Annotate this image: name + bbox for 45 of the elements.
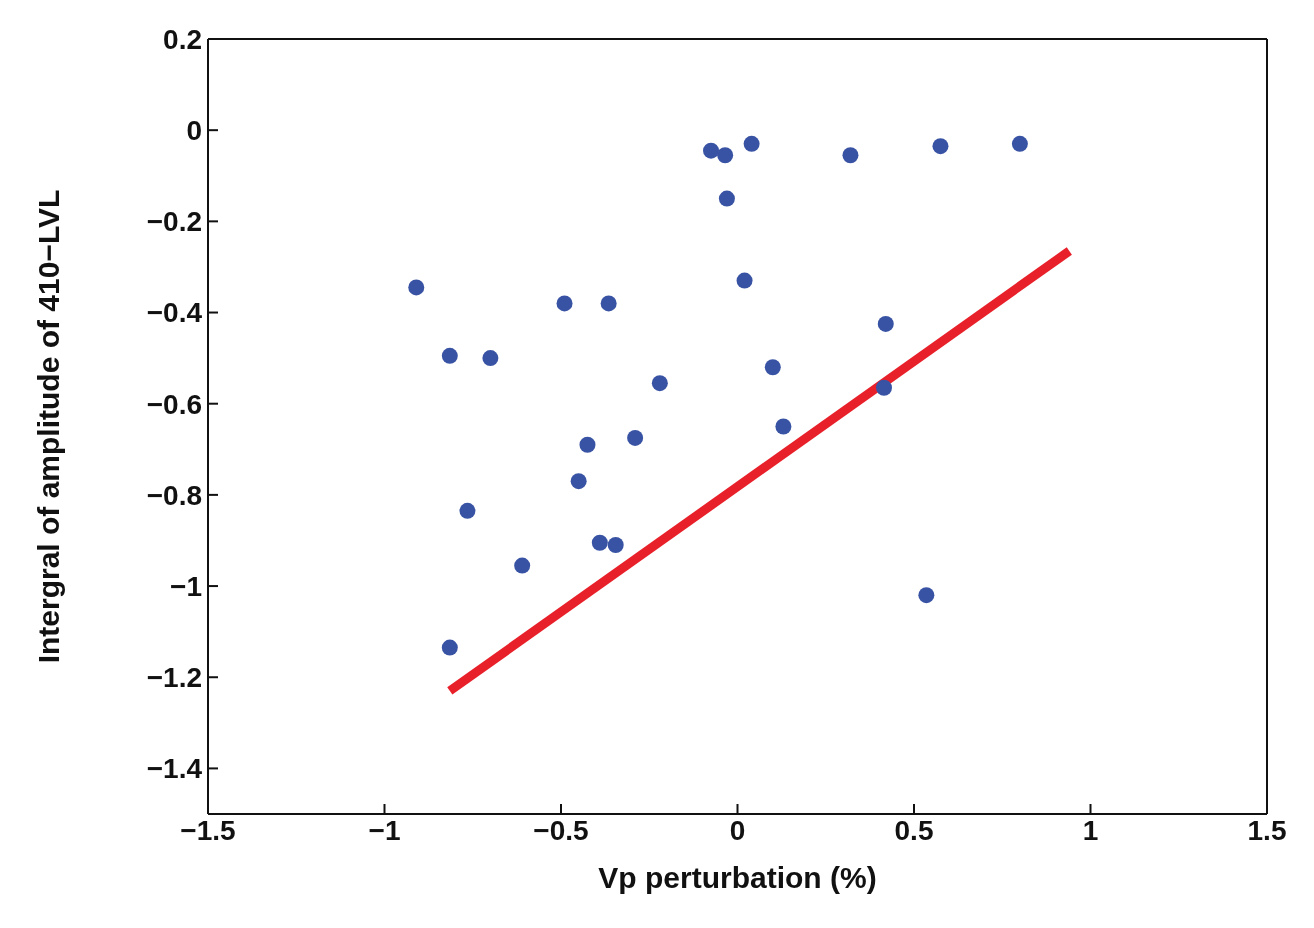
- point: [1011, 135, 1028, 152]
- point: [441, 639, 458, 656]
- point: [514, 557, 531, 574]
- x-tick-label: 1: [1082, 814, 1099, 846]
- point: [556, 295, 573, 312]
- x-tick-label: 1.5: [1247, 814, 1287, 846]
- point: [441, 347, 458, 364]
- point: [736, 272, 753, 289]
- point: [877, 315, 894, 332]
- point: [743, 135, 760, 152]
- point: [918, 587, 935, 604]
- x-tick-label: −1.5: [180, 814, 236, 846]
- y-tick-label: 0.2: [163, 23, 202, 55]
- y-tick-label: −1: [170, 571, 202, 602]
- y-axis-title: Intergral of amplitude of 410−LVL: [31, 189, 65, 664]
- y-tick-label: −0.6: [146, 388, 202, 420]
- y-tick-label: −1.2: [146, 662, 202, 694]
- point: [459, 502, 476, 519]
- point: [607, 537, 624, 554]
- y-tick-label: −0.4: [146, 297, 203, 329]
- point: [627, 429, 644, 446]
- point: [718, 190, 735, 207]
- point: [591, 534, 608, 551]
- point: [651, 375, 668, 392]
- point: [775, 418, 792, 435]
- point: [579, 436, 596, 453]
- y-tick-label: −1.4: [146, 753, 203, 785]
- x-tick-label: 0.5: [894, 814, 934, 846]
- point: [764, 359, 781, 376]
- point: [842, 147, 859, 164]
- point: [408, 279, 425, 296]
- point: [703, 142, 720, 159]
- y-tick-label: −0.8: [146, 479, 202, 511]
- point: [570, 473, 587, 490]
- y-tick-label: −0.2: [146, 206, 202, 238]
- x-tick-label: 0: [729, 814, 746, 846]
- x-tick-label: −1: [368, 814, 401, 846]
- point: [482, 350, 499, 367]
- x-tick-label: −0.5: [533, 814, 589, 846]
- y-tick-label: 0: [186, 115, 202, 147]
- point: [600, 295, 617, 312]
- point: [876, 379, 892, 396]
- point: [717, 147, 734, 164]
- point: [932, 138, 949, 155]
- x-axis-title: Vp perturbation (%): [598, 861, 877, 894]
